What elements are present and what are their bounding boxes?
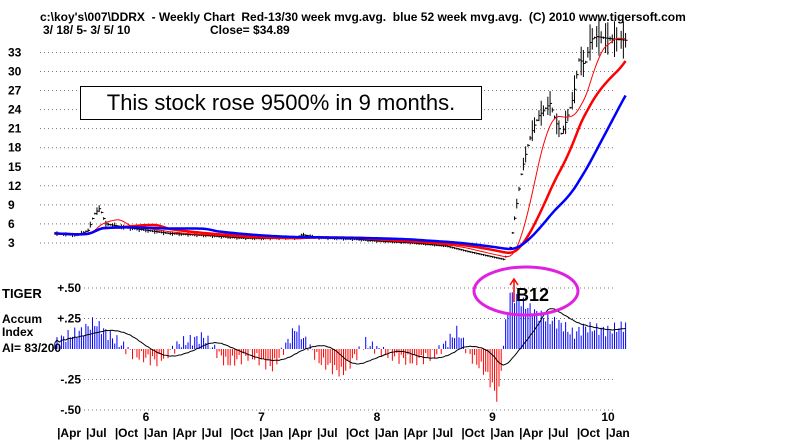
price-tick-label: 21 [8,122,22,136]
buy-arrow-head-icon [509,277,519,286]
month-label: |Jan [490,426,514,440]
price-tick-label: 18 [8,141,22,155]
date-range: 3/ 18/ 5- 3/ 5/ 10 [43,23,131,37]
price-tick-label: 24 [8,103,22,117]
close-price: Close= $34.89 [210,23,290,37]
price-tick-label: 12 [8,179,22,193]
price-tick-label: 3 [8,236,15,250]
price-tick-label: 33 [8,45,22,59]
month-label: |Jul [317,426,338,440]
price-tick-label: 6 [8,217,15,231]
month-label: |Apr [173,426,197,440]
year-label: 10 [601,410,615,424]
month-label: |Jul [86,426,107,440]
month-label: |Apr [519,426,543,440]
accum-tick-label: -.50 [60,403,81,417]
ma-52-week-line [54,94,627,251]
accum-ma-line [54,308,626,366]
month-label: |Oct [115,426,138,440]
accum-tick-label: -.25 [60,373,81,387]
year-label: 7 [258,410,265,424]
year-label: 8 [374,410,381,424]
annotation-box: This stock rose 9500% in 9 months. [80,86,482,120]
month-label: |Jan [144,426,168,440]
month-label: |Jan [259,426,283,440]
indicator-name: TIGER [2,286,42,301]
month-label: |Apr [404,426,428,440]
month-label: |Apr [288,426,312,440]
month-label: |Jul [201,426,222,440]
chart-header: c:\koy's\007\DDRX - Weekly Chart Red-13/… [40,10,686,24]
month-label: |Apr [57,426,81,440]
month-label: |Jul [432,426,453,440]
signal-label: B12 [516,285,550,305]
month-label: |Jan [375,426,399,440]
month-label: |Oct [577,426,600,440]
year-label: 6 [143,410,150,424]
indicator-title: Accum Index [2,312,43,339]
year-label: 9 [489,410,496,424]
month-label: |Oct [346,426,369,440]
ai-value: AI= 83/200 [2,341,62,355]
price-tick-label: 9 [8,198,15,212]
accum-tick-label: +.25 [57,312,81,326]
month-label: |Jul [548,426,569,440]
signal-circle [472,265,580,317]
price-tick-label: 27 [8,84,22,98]
accum-tick-label: +.50 [57,281,81,295]
month-label: |Oct [461,426,484,440]
month-label: |Oct [230,426,253,440]
price-tick-label: 15 [8,160,22,174]
price-tick-label: 30 [8,65,22,79]
month-label: |Jan [606,426,630,440]
